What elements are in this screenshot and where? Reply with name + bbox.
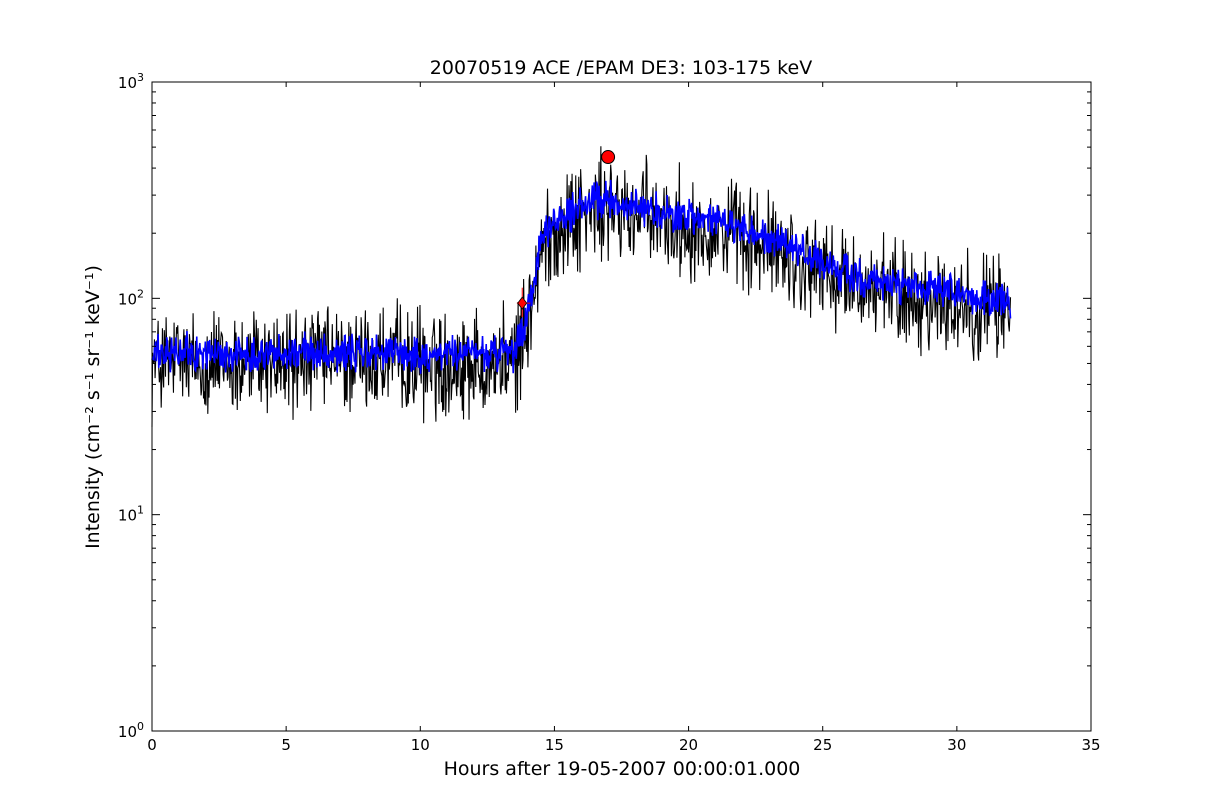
y-tick-label: 102 xyxy=(118,287,144,308)
x-tick-label: 35 xyxy=(1081,736,1100,754)
ticks-layer: 0 5 10 15 20 25 30 35 100 101 102 103 xyxy=(118,71,1101,754)
x-tick-label: 10 xyxy=(411,736,430,754)
axes-frame xyxy=(151,81,1092,732)
x-axis-label: Hours after 19-05-2007 00:00:01.000 xyxy=(444,758,801,780)
x-tick-label: 0 xyxy=(147,736,157,754)
y-tick-label: 101 xyxy=(118,504,144,525)
x-tick-label: 30 xyxy=(947,736,966,754)
y-axis-label: Intensity (cm⁻² s⁻¹ sr⁻¹ keV⁻¹) xyxy=(82,265,104,549)
series-line-1 xyxy=(151,179,1012,374)
event-marker-peak xyxy=(601,150,616,165)
x-tick-label: 5 xyxy=(281,736,291,754)
x-tick-label: 20 xyxy=(679,736,698,754)
chart-title: 20070519 ACE /EPAM DE3: 103-175 keV xyxy=(430,57,812,79)
y-tick-label: 100 xyxy=(118,720,144,741)
y-tick-label: 103 xyxy=(118,71,144,92)
x-tick-label: 15 xyxy=(545,736,564,754)
x-tick-label: 25 xyxy=(813,736,832,754)
plot-layer xyxy=(151,146,1012,428)
event-marker-onset xyxy=(517,296,528,310)
